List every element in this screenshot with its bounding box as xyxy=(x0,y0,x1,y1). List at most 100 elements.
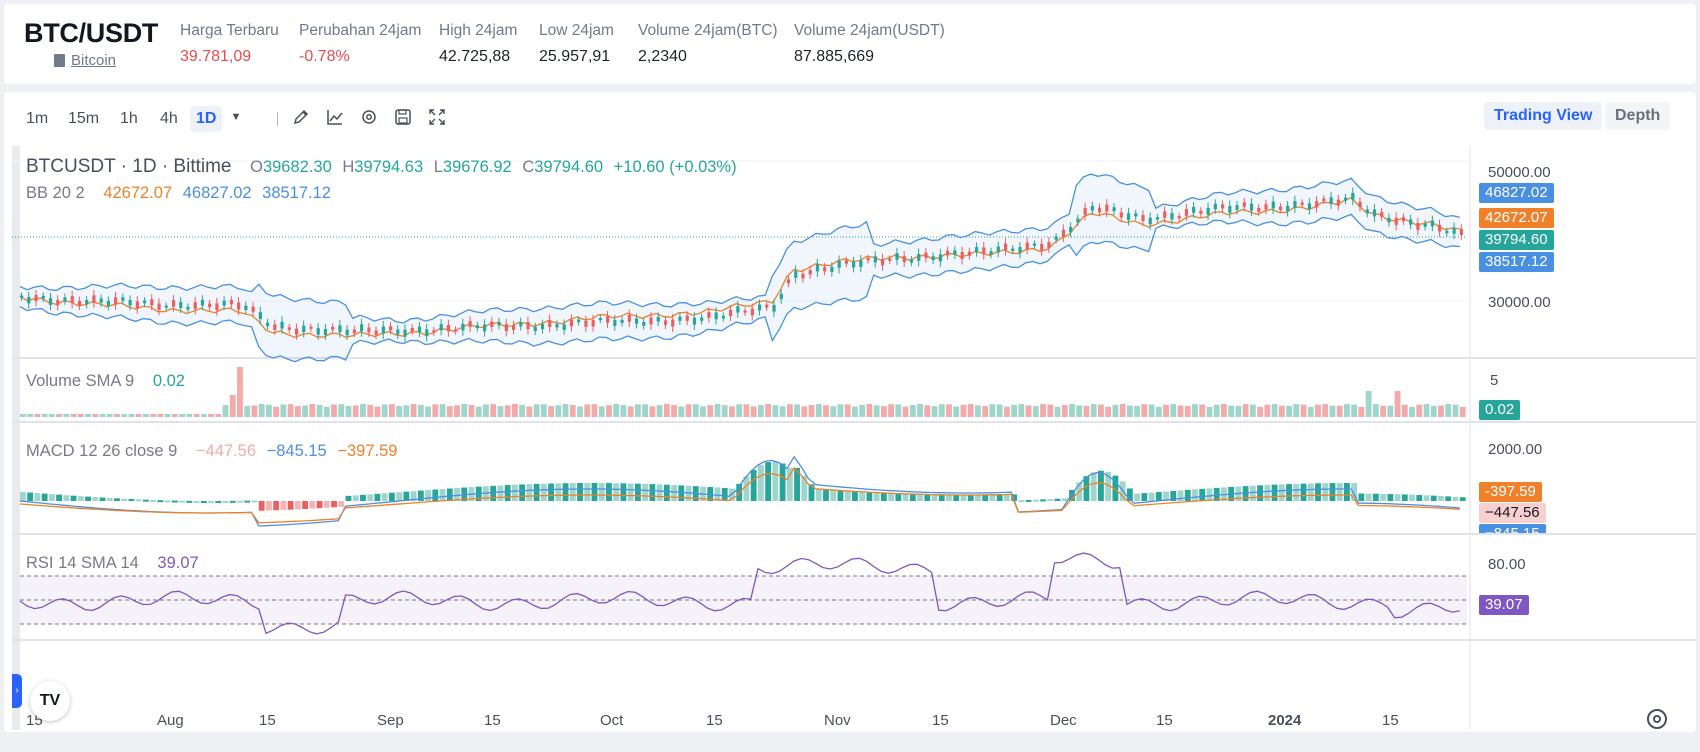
volume-bar xyxy=(989,404,996,417)
save-icon[interactable] xyxy=(394,108,412,126)
macd-histogram-bar xyxy=(540,483,547,501)
macd-histogram-bar xyxy=(1452,496,1459,501)
volume-bar xyxy=(1459,406,1466,417)
volume-bar xyxy=(461,404,468,417)
volume-bar xyxy=(685,404,692,417)
macd-hist-tag: −447.56 xyxy=(1479,503,1546,523)
candle-body xyxy=(1452,227,1456,234)
volume-bar xyxy=(917,404,923,417)
time-axis-label: 15 xyxy=(1382,712,1399,729)
macd-histogram-bar xyxy=(852,491,858,501)
macd-histogram-bar xyxy=(360,494,366,501)
candle-body xyxy=(671,319,675,327)
macd-histogram-bar xyxy=(743,476,750,501)
candle-body xyxy=(179,302,183,309)
macd-histogram-bar xyxy=(678,485,685,501)
volume-bar xyxy=(1126,405,1133,417)
volume-bar xyxy=(750,406,757,417)
macd-histogram-bar xyxy=(222,500,229,503)
candle-body xyxy=(56,299,60,306)
macd-histogram-bar xyxy=(902,493,909,501)
candle-body xyxy=(439,324,443,331)
candle-body xyxy=(1351,192,1355,200)
macd-histogram-bar xyxy=(374,493,381,501)
coin-link[interactable]: Bitcoin xyxy=(54,52,116,69)
candle-body xyxy=(1372,209,1377,217)
macd-histogram-bar xyxy=(352,495,359,501)
chart-panel: 1m 15m 1h 4h 1D ▼ Trading View Depth BTC… xyxy=(4,92,1696,732)
volume-bar xyxy=(121,414,128,417)
macd-histogram-bar xyxy=(1069,490,1075,501)
candle-body xyxy=(721,315,725,319)
macd-histogram-bar xyxy=(533,483,540,501)
price-tick: 50000.00 xyxy=(1488,164,1551,181)
candle-body xyxy=(931,256,935,261)
time-axis-label: 15 xyxy=(1156,712,1173,729)
bb-mid-value: 42672.07 xyxy=(103,184,173,202)
macd-histogram-bar xyxy=(526,484,533,501)
expand-toolbar-button[interactable]: › xyxy=(12,674,22,708)
macd-histogram-bar xyxy=(873,492,880,501)
macd-histogram-bar xyxy=(1083,476,1090,501)
bb-upper-line xyxy=(19,173,1460,324)
time-axis-label: 15 xyxy=(259,712,276,729)
candle-body xyxy=(410,327,414,332)
macd-histogram-bar xyxy=(989,494,996,501)
macd-histogram-bar xyxy=(48,494,55,501)
volume-bar xyxy=(1322,404,1329,417)
volume-bar xyxy=(425,406,431,417)
stat-value: 2,2340 xyxy=(638,48,687,65)
candle-body xyxy=(844,260,848,264)
timeframe-1m[interactable]: 1m xyxy=(26,110,49,127)
macd-histogram-bar xyxy=(1372,493,1379,501)
volume-bar xyxy=(468,404,475,417)
time-axis-label: 15 xyxy=(484,712,501,729)
candle-body xyxy=(823,267,827,272)
macd-label: MACD 12 26 close 9 xyxy=(26,442,178,460)
candle-body xyxy=(946,250,950,256)
depth-button[interactable]: Depth xyxy=(1605,102,1671,130)
indicators-icon[interactable] xyxy=(326,108,344,126)
volume-bar xyxy=(634,404,641,417)
volume-bar xyxy=(1242,404,1249,417)
volume-bar xyxy=(287,404,294,417)
timeframe-1d[interactable]: 1D xyxy=(190,106,223,132)
volume-bar xyxy=(360,404,366,417)
volume-bar xyxy=(975,405,981,417)
candle-body xyxy=(1423,223,1427,227)
timeframe-15m[interactable]: 15m xyxy=(68,110,100,127)
macd-histogram-bar xyxy=(880,492,887,501)
chevron-down-icon[interactable]: ▼ xyxy=(230,111,242,123)
volume-bar xyxy=(1372,404,1379,417)
macd-histogram-bar xyxy=(1199,488,1206,501)
timeframe-1h[interactable]: 1h xyxy=(120,110,138,127)
volume-bar xyxy=(663,404,670,417)
volume-bar xyxy=(396,406,403,417)
settings-icon[interactable] xyxy=(360,108,378,126)
volume-bar xyxy=(1069,404,1075,417)
trading-view-button[interactable]: Trading View xyxy=(1484,102,1603,130)
chart-canvas[interactable] xyxy=(12,146,1696,730)
volume-bar xyxy=(786,404,793,417)
chart-area[interactable]: BTCUSDT · 1D · Bittime O39682.30 H39794.… xyxy=(12,146,1696,730)
candle-body xyxy=(526,322,530,330)
volume-bar xyxy=(1076,405,1083,417)
macd-histogram-bar xyxy=(888,493,895,501)
tradingview-logo[interactable]: TV xyxy=(30,681,70,721)
time-axis-label: Aug xyxy=(157,712,184,729)
stat-label: Volume 24jam(BTC) xyxy=(638,22,778,39)
volume-bar xyxy=(1445,404,1452,417)
candle-body xyxy=(917,253,921,261)
macd-histogram-bar xyxy=(1192,489,1198,501)
volume-bar xyxy=(569,405,576,417)
pencil-icon[interactable] xyxy=(292,108,310,126)
macd-histogram-bar xyxy=(946,494,952,501)
timeframe-4h[interactable]: 4h xyxy=(160,110,178,127)
macd-histogram-bar xyxy=(454,488,460,501)
candle-body xyxy=(302,325,306,333)
candle-body xyxy=(859,260,863,267)
fullscreen-icon[interactable] xyxy=(428,108,446,126)
axis-settings-icon[interactable] xyxy=(1647,709,1667,729)
volume-bar xyxy=(1401,404,1408,417)
volume-bar xyxy=(302,405,308,417)
